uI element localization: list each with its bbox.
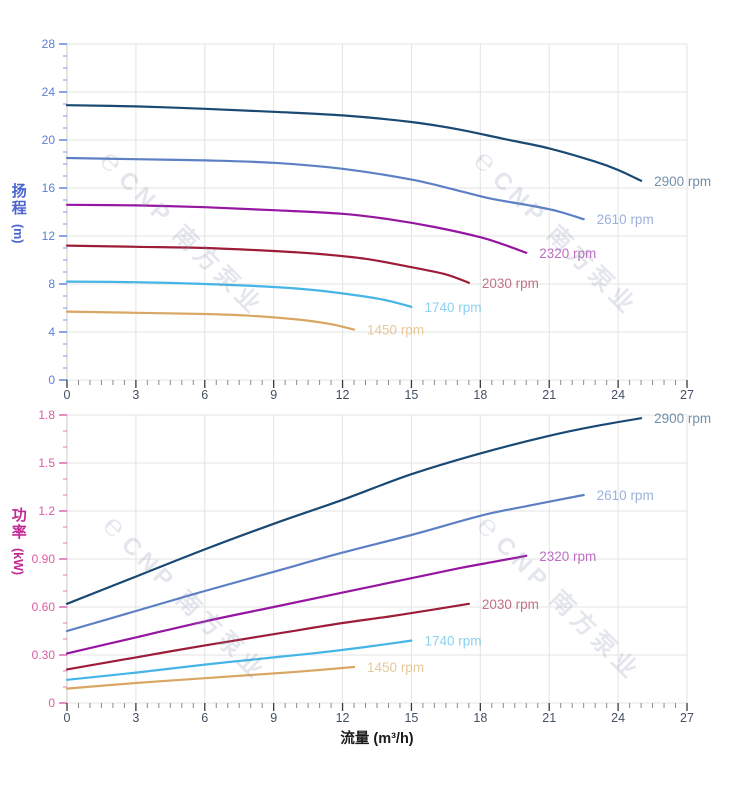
curve-1450-rpm xyxy=(65,665,356,690)
power-axis-unit: (kW) xyxy=(10,548,25,576)
x-tick-label: 27 xyxy=(680,388,694,402)
x-tick-label: 18 xyxy=(473,388,487,402)
x-tick-label: 3 xyxy=(132,388,139,402)
x-tick-label: 27 xyxy=(680,711,694,725)
y-tick-label: 1.5 xyxy=(38,456,55,470)
curve-label-1450-rpm: 1450 rpm xyxy=(367,323,424,338)
x-tick-label: 6 xyxy=(201,711,208,725)
curve-label-2030-rpm: 2030 rpm xyxy=(482,597,539,612)
y-tick-label: 20 xyxy=(42,133,56,147)
curve-1740-rpm xyxy=(65,639,413,681)
y-tick-label: 28 xyxy=(42,37,56,51)
curve-1450-rpm xyxy=(65,310,356,331)
curve-label-1740-rpm: 1740 rpm xyxy=(424,300,481,315)
y-tick-label: 8 xyxy=(48,277,55,291)
head-axis-title: 扬程 (m) xyxy=(9,183,27,244)
curve-label-2320-rpm: 2320 rpm xyxy=(539,246,596,261)
x-tick-label: 24 xyxy=(611,388,625,402)
y-tick-label: 1.8 xyxy=(38,408,55,422)
curve-label-2030-rpm: 2030 rpm xyxy=(482,276,539,291)
curve-2320-rpm xyxy=(65,203,528,254)
flow-axis-title: 流量 (m³/h) xyxy=(340,731,414,747)
curve-label-2900-rpm: 2900 rpm xyxy=(654,411,711,426)
x-tick-label: 9 xyxy=(270,388,277,402)
x-tick-label: 24 xyxy=(611,711,625,725)
panel-head-vs-flow: 0 4 8 12 16 20 24 28 0 3 6 9 12 15 18 21 24 27 2900 rpm 261… xyxy=(42,37,711,402)
x-tick-label: 0 xyxy=(64,711,71,725)
curve-label-1740-rpm: 1740 rpm xyxy=(424,634,481,649)
head-axis-unit: (m) xyxy=(10,224,25,244)
x-tick-label: 15 xyxy=(404,711,418,725)
curve-2320-rpm xyxy=(65,554,528,655)
y-tick-label: 0.90 xyxy=(32,552,56,566)
power-axis-label: 功率 xyxy=(9,507,27,541)
curve-1740-rpm xyxy=(65,280,413,308)
y-tick-label: 0.30 xyxy=(32,648,56,662)
y-tick-label: 12 xyxy=(42,229,56,243)
y-tick-label: 0 xyxy=(48,373,55,387)
curve-2610-rpm xyxy=(65,156,585,221)
curve-label-2610-rpm: 2610 rpm xyxy=(597,488,654,503)
panel-power-vs-flow: 0 0.30 0.60 0.90 1.2 1.5 1.8 0 3 6 9 12 15 18 21 24 27 29… xyxy=(32,408,711,725)
curve-label-2610-rpm: 2610 rpm xyxy=(597,212,654,227)
y-tick-label: 4 xyxy=(48,325,55,339)
curve-2030-rpm xyxy=(65,602,470,671)
y-tick-label: 0 xyxy=(48,696,55,710)
y-tick-label: 24 xyxy=(42,85,56,99)
y-tick-label: 1.2 xyxy=(38,504,55,518)
head-axis-label: 扬程 xyxy=(9,183,27,217)
x-tick-label: 9 xyxy=(270,711,277,725)
x-tick-label: 18 xyxy=(473,711,487,725)
curve-2610-rpm xyxy=(65,493,585,633)
x-tick-label: 6 xyxy=(201,388,208,402)
x-tick-label: 3 xyxy=(132,711,139,725)
x-tick-label: 21 xyxy=(542,711,556,725)
x-tick-label: 12 xyxy=(336,711,350,725)
y-tick-label: 0.60 xyxy=(32,600,56,614)
curve-2030-rpm xyxy=(65,244,470,284)
x-tick-label: 15 xyxy=(404,388,418,402)
x-tick-label: 0 xyxy=(64,388,71,402)
curve-2900-rpm xyxy=(65,417,643,605)
power-axis-title: 功率 (kW) xyxy=(9,507,27,576)
curve-2900-rpm xyxy=(65,104,643,182)
curve-label-2900-rpm: 2900 rpm xyxy=(654,174,711,189)
x-tick-label: 21 xyxy=(542,388,556,402)
y-tick-label: 16 xyxy=(42,181,56,195)
curve-label-1450-rpm: 1450 rpm xyxy=(367,660,424,675)
curve-label-2320-rpm: 2320 rpm xyxy=(539,549,596,564)
x-tick-label: 12 xyxy=(336,388,350,402)
